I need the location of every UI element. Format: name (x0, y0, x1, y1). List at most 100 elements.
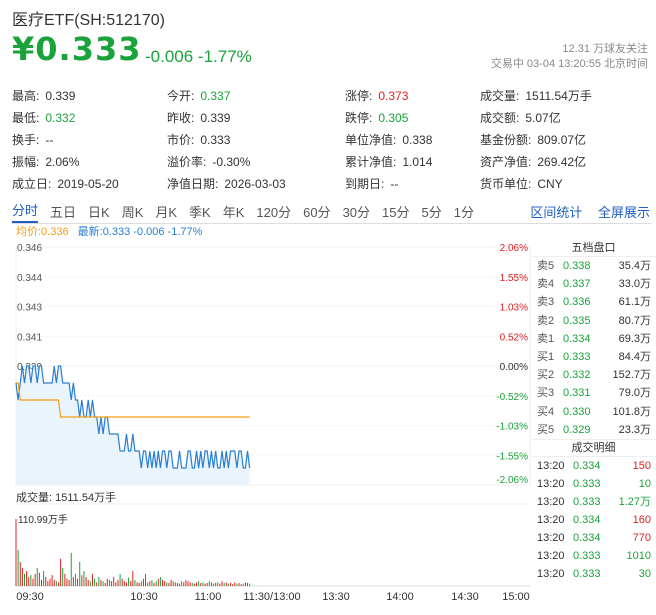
y-tick-label: 0.344 (17, 273, 42, 284)
deal-row: 13:20 0.334 150 (531, 457, 656, 475)
ob-level: 卖4 (537, 278, 555, 291)
x-tick-label: 15:00 (502, 591, 530, 603)
deal-price: 0.334 (573, 531, 601, 544)
orderbook-row: 卖2 0.335 80.7万 (531, 312, 656, 330)
x-tick-label: 14:00 (386, 591, 414, 603)
deal-volume: 30 (638, 567, 651, 580)
pct-tick-label: -0.52% (496, 392, 528, 403)
info-cell: 单位净值: 0.338 (345, 129, 480, 151)
pct-tick-label: -2.06% (496, 475, 528, 486)
info-cell: 换手: -- (12, 129, 167, 151)
tab-period[interactable]: 月K (155, 204, 178, 220)
info-label: 市价: (167, 133, 195, 147)
deal-time: 13:20 (537, 567, 565, 580)
fullscreen-link[interactable]: 全屏展示 (597, 205, 650, 220)
ob-volume: 23.3万 (618, 423, 651, 436)
tab-period[interactable]: 日K (88, 204, 110, 220)
deal-volume: 1.27万 (618, 495, 651, 508)
info-label: 累计净值: (345, 155, 397, 169)
tab-period[interactable]: 五日 (50, 204, 77, 220)
tab-period[interactable]: 年K (222, 204, 245, 220)
deal-row: 13:20 0.334 160 (531, 511, 656, 529)
info-value: CNY (537, 177, 563, 191)
info-label: 资产净值: (480, 155, 532, 169)
tab-right-actions: 区间统计 全屏展示 (518, 202, 650, 221)
ob-price: 0.330 (563, 405, 591, 418)
info-value: -- (390, 177, 399, 191)
legend-avg: 均价:0.336 (16, 226, 69, 238)
deal-row: 13:20 0.333 10 (531, 475, 656, 493)
header-meta: 12.31 万球友关注 交易中 03-04 13:20:55 北京时间 (491, 42, 648, 72)
ob-volume: 33.0万 (618, 278, 651, 291)
orderbook-row: 买2 0.332 152.7万 (531, 366, 656, 384)
ob-price: 0.332 (563, 369, 591, 382)
pct-tick-label: -1.03% (496, 422, 528, 433)
ob-price: 0.331 (563, 387, 591, 400)
info-label: 成交额: (480, 111, 520, 125)
price-line (15, 365, 251, 469)
followers-count[interactable]: 12.31 万球友关注 (562, 43, 648, 55)
x-tick-label: 10:30 (130, 591, 158, 603)
ob-level: 卖2 (537, 314, 555, 327)
quote-info-grid: 最高: 0.339 今开: 0.337 涨停: 0.373 成交量: 1511.54万手 最低:… (12, 85, 652, 195)
tab-period[interactable]: 季K (189, 204, 211, 220)
info-value: 5.07亿 (525, 111, 561, 125)
deal-volume: 10 (638, 477, 651, 490)
tab-period[interactable]: 1分 (453, 204, 474, 220)
info-cell: 成交额: 5.07亿 (480, 107, 650, 129)
info-label: 今开: (167, 89, 195, 103)
x-tick-label: 11:30/13:00 (243, 591, 300, 603)
info-value: 0.373 (378, 89, 409, 103)
period-tabs: 分时 五日 日K 周K 月K 季K 年K 120分 60分 30分 15分 5分 1分 区间统计 全屏展… (12, 199, 652, 224)
price-change: -0.006 -1.77% (145, 47, 252, 66)
deal-volume: 150 (632, 459, 651, 472)
deal-volume: 770 (632, 531, 651, 544)
info-value: 0.339 (45, 89, 76, 103)
tab-period[interactable]: 5分 (421, 204, 442, 220)
info-cell: 昨收: 0.339 (167, 107, 345, 129)
deal-time: 13:20 (537, 549, 565, 562)
info-value: 2.06% (45, 155, 80, 169)
info-label: 振幅: (12, 155, 40, 169)
y-tick-label: 0.339 (17, 362, 42, 373)
current-price: ¥0.333 (12, 30, 142, 68)
tab-period[interactable]: 120分 (256, 204, 292, 220)
info-value: 0.333 (200, 133, 231, 147)
info-cell: 成立日: 2019-05-20 (12, 173, 167, 195)
orderbook: 卖5 0.338 35.4万 卖4 0.337 33.0万 卖3 0.336 61.1万 卖2 0.… (531, 257, 656, 439)
deals-title: 成交明细 (531, 438, 656, 457)
ob-price: 0.338 (563, 260, 591, 272)
range-stats-link[interactable]: 区间统计 (530, 205, 583, 220)
info-cell: 溢价率: -0.30% (167, 151, 345, 173)
tab-period[interactable]: 60分 (303, 204, 331, 220)
info-value: 0.337 (200, 89, 231, 103)
deal-time: 13:20 (537, 495, 565, 508)
info-value: 809.07亿 (537, 133, 587, 147)
tab-period[interactable]: 分时 (12, 200, 39, 223)
intraday-chart: 0.346 2.06% 0.344 1.55% 0.343 1.03% 0.341 0.52%… (15, 243, 531, 603)
orderbook-row: 卖5 0.338 35.4万 (531, 257, 656, 275)
ob-volume: 152.7万 (612, 369, 651, 382)
chart-legend: 均价:0.336 最新:0.333 -0.006 -1.77% (16, 223, 202, 239)
info-cell: 成交量: 1511.54万手 (480, 85, 650, 107)
volume-max-label: 110.99万手 (18, 513, 68, 526)
info-label: 最低: (12, 111, 40, 125)
deal-time: 13:20 (537, 513, 565, 526)
deal-row: 13:20 0.333 1010 (531, 547, 656, 565)
info-row: 最低: 0.332 昨收: 0.339 跌停: 0.305 成交额: 5.07亿 (12, 107, 652, 129)
info-cell: 最高: 0.339 (12, 85, 167, 107)
orderbook-row: 买1 0.333 84.4万 (531, 348, 656, 366)
ob-price: 0.329 (563, 423, 591, 436)
info-value: 269.42亿 (537, 155, 587, 169)
info-cell: 市价: 0.333 (167, 129, 345, 151)
deal-time: 13:20 (537, 459, 565, 472)
ob-volume: 79.0万 (618, 387, 651, 400)
tab-period[interactable]: 周K (121, 204, 144, 220)
info-row: 成立日: 2019-05-20 净值日期: 2026-03-03 到期日: -- 货币单位:… (12, 173, 652, 195)
info-cell: 资产净值: 269.42亿 (480, 151, 650, 173)
tab-period[interactable]: 15分 (382, 204, 410, 220)
info-value: -- (45, 133, 54, 147)
info-value: 0.305 (378, 111, 409, 125)
tab-period[interactable]: 30分 (342, 204, 371, 220)
info-label: 成立日: (12, 177, 52, 191)
